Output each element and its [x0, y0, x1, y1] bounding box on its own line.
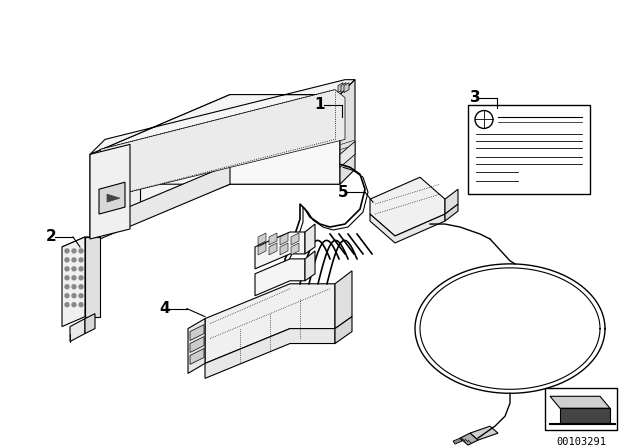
Polygon shape [280, 233, 288, 245]
Circle shape [79, 294, 83, 298]
Text: 4: 4 [160, 301, 170, 316]
Circle shape [79, 285, 83, 289]
Polygon shape [269, 233, 277, 245]
Circle shape [65, 303, 69, 307]
Polygon shape [291, 243, 299, 255]
Polygon shape [100, 164, 230, 239]
Polygon shape [468, 104, 590, 194]
Polygon shape [62, 237, 85, 327]
Polygon shape [305, 251, 315, 281]
Polygon shape [190, 349, 204, 364]
Circle shape [72, 276, 76, 280]
Text: 2: 2 [45, 229, 56, 245]
Text: 1: 1 [315, 97, 325, 112]
Circle shape [72, 258, 76, 262]
Polygon shape [445, 204, 458, 221]
Circle shape [79, 249, 83, 253]
Circle shape [65, 276, 69, 280]
Circle shape [79, 267, 83, 271]
Polygon shape [470, 426, 498, 440]
Circle shape [65, 249, 69, 253]
Polygon shape [340, 142, 355, 167]
Circle shape [79, 276, 83, 280]
Circle shape [79, 258, 83, 262]
Polygon shape [205, 284, 335, 363]
Polygon shape [370, 177, 445, 236]
Polygon shape [291, 233, 299, 245]
Polygon shape [90, 95, 340, 239]
Polygon shape [188, 319, 205, 373]
Polygon shape [280, 243, 288, 255]
Polygon shape [340, 80, 355, 184]
Polygon shape [370, 214, 445, 243]
Polygon shape [90, 80, 355, 154]
Circle shape [65, 258, 69, 262]
Circle shape [72, 267, 76, 271]
Polygon shape [90, 144, 130, 239]
Text: 3: 3 [470, 90, 480, 105]
Polygon shape [305, 224, 315, 254]
Polygon shape [560, 408, 610, 423]
Polygon shape [99, 182, 125, 214]
Polygon shape [190, 325, 204, 340]
Polygon shape [258, 243, 266, 255]
Circle shape [65, 285, 69, 289]
Polygon shape [460, 433, 478, 445]
Polygon shape [545, 388, 617, 430]
Polygon shape [100, 129, 340, 184]
Circle shape [72, 294, 76, 298]
Polygon shape [258, 233, 266, 245]
Polygon shape [335, 271, 352, 328]
Polygon shape [344, 82, 349, 93]
Polygon shape [338, 82, 343, 93]
Text: 00103291: 00103291 [556, 437, 606, 447]
Polygon shape [85, 314, 95, 334]
Circle shape [72, 303, 76, 307]
Polygon shape [341, 82, 346, 93]
Polygon shape [445, 189, 458, 214]
Circle shape [65, 267, 69, 271]
Circle shape [79, 303, 83, 307]
Text: 5: 5 [338, 185, 348, 200]
Circle shape [65, 294, 69, 298]
Polygon shape [550, 396, 610, 408]
Polygon shape [269, 243, 277, 255]
Polygon shape [85, 237, 100, 317]
Polygon shape [62, 237, 100, 247]
Polygon shape [205, 328, 335, 379]
Polygon shape [190, 336, 204, 353]
Polygon shape [453, 438, 462, 444]
Polygon shape [107, 194, 120, 202]
Polygon shape [255, 232, 305, 269]
Circle shape [72, 249, 76, 253]
Polygon shape [100, 90, 345, 199]
Polygon shape [255, 259, 305, 296]
Polygon shape [70, 319, 85, 341]
Polygon shape [100, 184, 140, 219]
Polygon shape [335, 317, 352, 344]
Circle shape [72, 285, 76, 289]
